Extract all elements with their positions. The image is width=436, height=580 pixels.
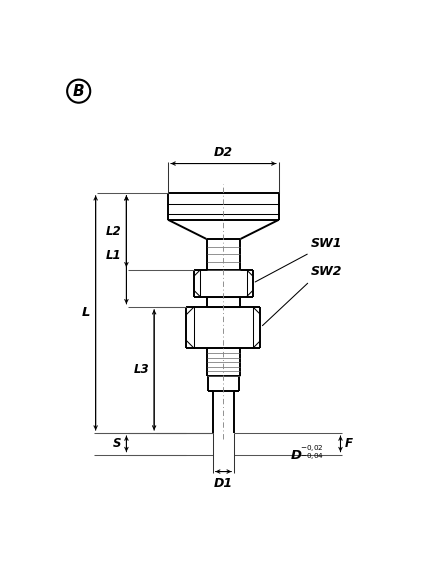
Text: L2: L2 bbox=[106, 225, 122, 238]
Text: L3: L3 bbox=[134, 364, 150, 376]
Text: S: S bbox=[113, 437, 122, 450]
Text: SW2: SW2 bbox=[311, 265, 343, 278]
Text: SW1: SW1 bbox=[311, 237, 343, 250]
Text: D1: D1 bbox=[214, 477, 233, 490]
Text: B: B bbox=[73, 84, 85, 99]
Text: F: F bbox=[344, 437, 352, 450]
Text: L1: L1 bbox=[106, 249, 122, 262]
Text: D2: D2 bbox=[214, 146, 233, 159]
Text: L: L bbox=[82, 306, 90, 320]
Text: D: D bbox=[290, 449, 301, 462]
Text: $^{-0{,}02}_{-0{,}04}$: $^{-0{,}02}_{-0{,}04}$ bbox=[300, 444, 324, 462]
